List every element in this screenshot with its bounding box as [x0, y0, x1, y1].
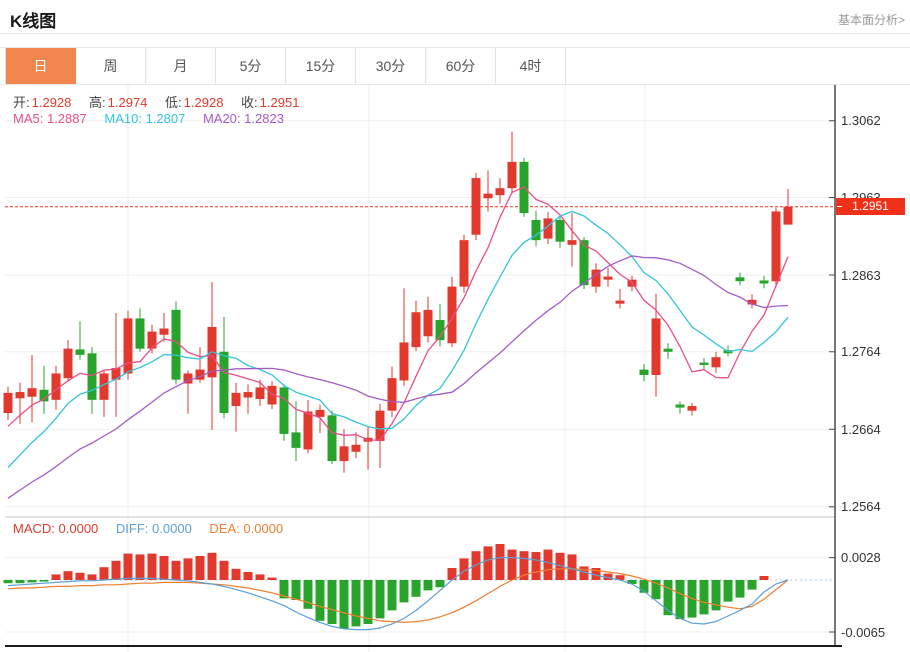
- open-label: 开:: [13, 95, 30, 110]
- dea-label: DEA:: [209, 521, 240, 536]
- ma5-value: 1.2887: [46, 111, 87, 126]
- tabs-bottom-border: [0, 84, 910, 85]
- interval-tabs: 日 周 月 5分 15分 30分 60分 4时: [5, 48, 566, 84]
- tab-5min[interactable]: 5分: [216, 48, 286, 84]
- high-value: 1.2974: [107, 95, 148, 110]
- dea-value: 0.0000: [243, 521, 284, 536]
- tabs-top-border: [0, 47, 910, 48]
- macd-axis-label: 0.0028: [841, 550, 881, 566]
- y-axis-label: 1.2664: [841, 421, 881, 437]
- tab-week[interactable]: 周: [76, 48, 146, 84]
- tab-30min[interactable]: 30分: [356, 48, 426, 84]
- y-axis-label: 1.2863: [841, 267, 881, 283]
- low-value: 1.2928: [183, 95, 224, 110]
- page-title: K线图: [10, 12, 57, 31]
- tab-month[interactable]: 月: [146, 48, 216, 84]
- macd-value: 0.0000: [58, 521, 99, 536]
- tab-15min[interactable]: 15分: [286, 48, 356, 84]
- tab-day[interactable]: 日: [6, 48, 76, 84]
- diff-value: 0.0000: [152, 521, 192, 536]
- close-label: 收:: [241, 95, 258, 110]
- ma20-value: 1.2823: [244, 111, 284, 126]
- fundamental-analysis-link[interactable]: 基本面分析>: [837, 13, 905, 27]
- ma10-value: 1.2807: [145, 111, 186, 126]
- y-axis-label: 1.2564: [841, 499, 881, 515]
- high-label: 高:: [89, 95, 106, 110]
- close-value: 1.2951: [259, 95, 300, 110]
- ma-legend: MA5: 1.2887 MA10: 1.2807 MA20: 1.2823: [13, 111, 298, 126]
- ma10-label: MA10:: [104, 111, 142, 126]
- ma20-label: MA20:: [202, 111, 241, 126]
- ohlc-legend: 开: 1.2928 高: 1.2974 低: 1.2928 收: 1.2951: [13, 92, 313, 111]
- header-divider: [0, 33, 910, 34]
- y-axis-label: 1.2764: [841, 344, 881, 360]
- diff-label: DIFF:: [115, 521, 149, 536]
- tab-60min[interactable]: 60分: [426, 48, 496, 84]
- ma5-label: MA5:: [13, 111, 44, 126]
- macd-label: MACD:: [13, 521, 55, 536]
- y-axis-label: 1.3062: [841, 113, 881, 129]
- tab-4hour[interactable]: 4时: [496, 48, 566, 84]
- macd-legend: MACD: 0.0000 DIFF: 0.0000 DEA: 0.0000: [13, 521, 297, 536]
- open-value: 1.2928: [31, 95, 72, 110]
- low-label: 低:: [165, 95, 182, 110]
- current-price-tag: 1.2951: [836, 198, 905, 216]
- macd-axis-label: -0.0065: [841, 624, 886, 640]
